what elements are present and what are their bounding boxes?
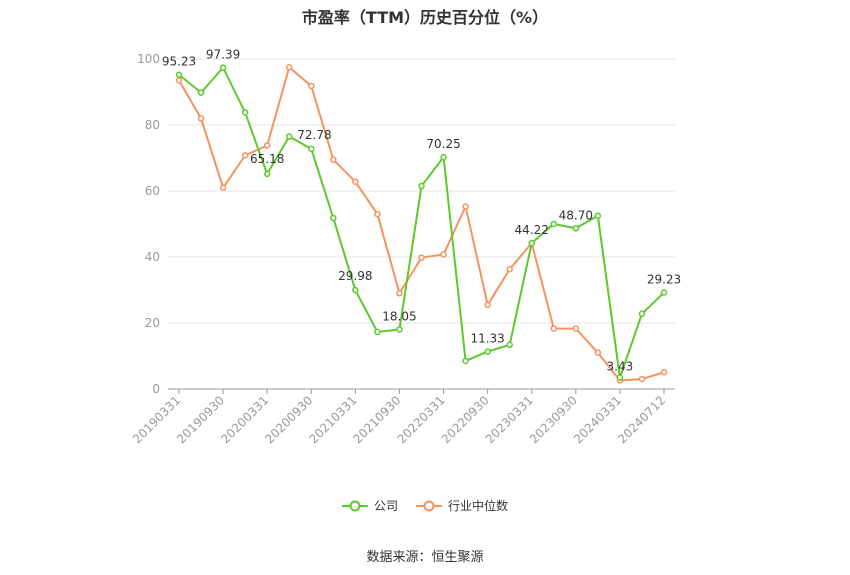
chart-title: 市盈率（TTM）历史百分位（%） bbox=[301, 8, 549, 27]
x-tick-label: 20240712 bbox=[615, 393, 668, 446]
data-point[interactable] bbox=[396, 326, 403, 333]
legend-item-company[interactable]: 公司 bbox=[341, 497, 398, 514]
legend-swatch-company-icon bbox=[341, 500, 368, 511]
data-point[interactable] bbox=[550, 220, 558, 228]
data-point[interactable] bbox=[418, 182, 425, 190]
data-point[interactable] bbox=[462, 357, 469, 365]
data-point[interactable] bbox=[572, 225, 580, 232]
y-tick-label: 60 bbox=[145, 184, 160, 198]
legend-label-company: 公司 bbox=[373, 499, 398, 513]
legend-marker-company bbox=[349, 500, 361, 511]
data-point[interactable] bbox=[308, 145, 315, 153]
data-point[interactable] bbox=[594, 349, 602, 356]
data-point[interactable] bbox=[285, 64, 293, 71]
data-point[interactable] bbox=[197, 115, 205, 122]
data-label: 3.43 bbox=[607, 360, 634, 374]
data-point[interactable] bbox=[506, 341, 513, 349]
data-point[interactable] bbox=[197, 89, 205, 96]
data-point[interactable] bbox=[263, 142, 271, 149]
data-point[interactable] bbox=[352, 178, 359, 186]
data-label: 29.23 bbox=[647, 273, 681, 287]
data-point[interactable] bbox=[219, 64, 227, 71]
data-point[interactable] bbox=[528, 239, 535, 247]
series-line-0 bbox=[178, 65, 665, 379]
data-point[interactable] bbox=[462, 203, 469, 210]
data-point[interactable] bbox=[594, 212, 602, 219]
data-point[interactable] bbox=[330, 214, 337, 222]
data-point[interactable] bbox=[440, 153, 447, 161]
y-tick-label: 100 bbox=[137, 52, 160, 66]
data-point[interactable] bbox=[175, 71, 183, 78]
data-point[interactable] bbox=[396, 290, 403, 297]
data-point[interactable] bbox=[263, 170, 271, 178]
data-point[interactable] bbox=[660, 289, 668, 296]
data-point[interactable] bbox=[219, 184, 227, 191]
data-label: 70.25 bbox=[426, 137, 460, 151]
data-label: 11.33 bbox=[470, 332, 504, 346]
data-point[interactable] bbox=[308, 82, 315, 90]
data-point[interactable] bbox=[352, 286, 359, 294]
data-point[interactable] bbox=[374, 210, 381, 218]
data-point[interactable] bbox=[616, 374, 624, 381]
data-point[interactable] bbox=[572, 325, 580, 332]
data-label: 44.22 bbox=[515, 223, 549, 237]
data-label: 18.05 bbox=[382, 309, 416, 323]
data-point[interactable] bbox=[241, 109, 249, 116]
data-source-note: 数据来源：恒生聚源 bbox=[366, 550, 484, 565]
data-label: 65.18 bbox=[250, 152, 284, 166]
data-point[interactable] bbox=[418, 254, 425, 261]
data-point[interactable] bbox=[285, 133, 293, 140]
legend: 公司 行业中位数 bbox=[0, 497, 850, 514]
series-lines bbox=[175, 64, 668, 384]
series-line-1 bbox=[178, 65, 665, 382]
data-point[interactable] bbox=[506, 265, 513, 273]
data-point[interactable] bbox=[638, 310, 646, 318]
legend-marker-industry-median bbox=[423, 500, 435, 511]
legend-item-industry-median[interactable]: 行业中位数 bbox=[416, 497, 508, 514]
axes: 0204060801002019033120190930202003312020… bbox=[130, 52, 675, 446]
data-point[interactable] bbox=[241, 152, 249, 159]
data-label: 72.78 bbox=[297, 128, 331, 142]
legend-label-industry-median: 行业中位数 bbox=[448, 499, 509, 513]
y-tick-label: 40 bbox=[145, 250, 160, 264]
data-labels: 95.23 97.39 65.18 72.78 29.98 18.05 70.25 11.33… bbox=[162, 48, 681, 374]
data-point[interactable] bbox=[330, 156, 337, 163]
data-point[interactable] bbox=[484, 348, 491, 355]
data-point[interactable] bbox=[440, 251, 447, 258]
y-tick-label: 80 bbox=[145, 118, 160, 132]
data-label: 29.98 bbox=[338, 269, 372, 283]
data-point[interactable] bbox=[374, 328, 381, 336]
y-tick-label: 0 bbox=[152, 382, 160, 396]
data-label: 95.23 bbox=[162, 55, 196, 69]
data-point[interactable] bbox=[550, 325, 558, 332]
data-point[interactable] bbox=[638, 375, 646, 383]
data-point[interactable] bbox=[175, 77, 183, 84]
y-tick-label: 20 bbox=[145, 316, 160, 330]
data-point[interactable] bbox=[660, 368, 668, 376]
data-label: 97.39 bbox=[206, 48, 240, 62]
data-label: 48.70 bbox=[559, 208, 593, 222]
data-point[interactable] bbox=[484, 301, 491, 309]
legend-swatch-industry-median-icon bbox=[416, 500, 442, 511]
